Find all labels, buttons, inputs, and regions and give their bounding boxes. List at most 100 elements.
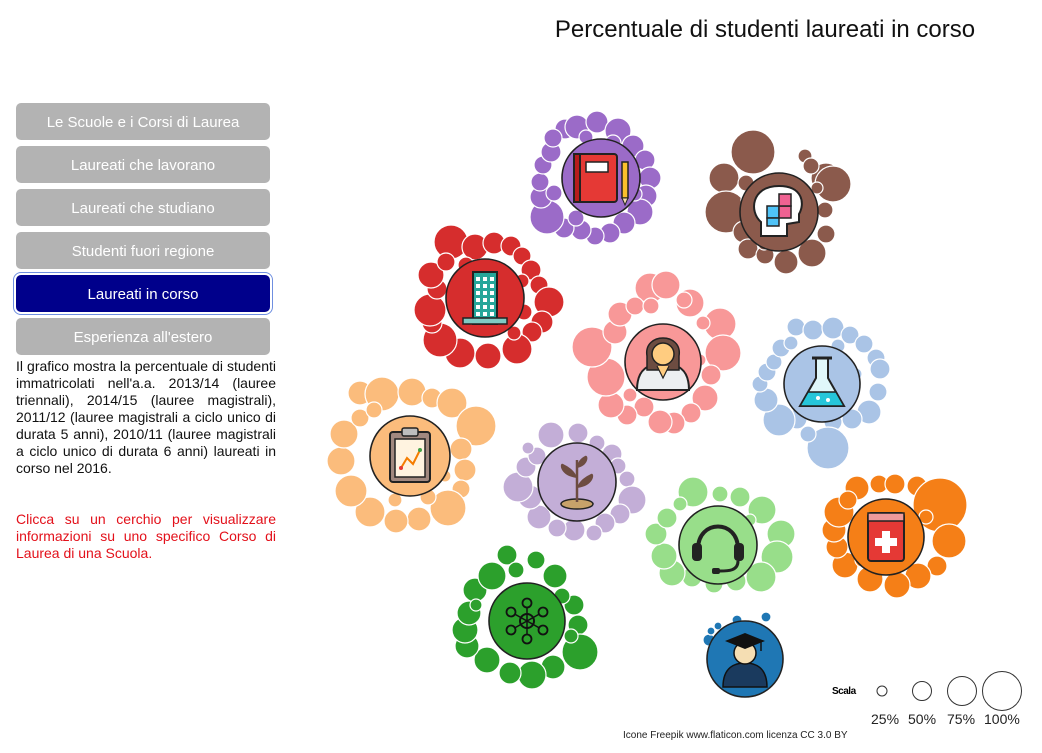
- course-bubble[interactable]: [730, 129, 776, 175]
- course-bubble[interactable]: [810, 181, 824, 195]
- nav-button-fuori-regione[interactable]: Studenti fuori regione: [16, 232, 270, 269]
- course-bubble[interactable]: [802, 157, 820, 175]
- course-bubble[interactable]: [543, 128, 563, 148]
- course-bubble[interactable]: [931, 523, 967, 559]
- course-bubble[interactable]: [816, 224, 836, 244]
- course-bubble[interactable]: [695, 315, 711, 331]
- course-bubble[interactable]: [869, 358, 891, 380]
- course-bubble[interactable]: [563, 628, 579, 644]
- course-bubble[interactable]: [729, 486, 751, 508]
- course-bubble[interactable]: [496, 544, 518, 566]
- course-bubble[interactable]: [762, 403, 796, 437]
- course-bubble[interactable]: [537, 421, 565, 449]
- course-bubble[interactable]: [498, 661, 522, 685]
- course-bubble[interactable]: [521, 321, 543, 343]
- course-bubble[interactable]: [816, 201, 834, 219]
- course-bubble[interactable]: [633, 396, 655, 418]
- course-bubble[interactable]: [644, 522, 668, 546]
- course-bubble[interactable]: [783, 335, 799, 351]
- course-bubble[interactable]: [507, 561, 525, 579]
- clipboard-icon: [389, 427, 431, 483]
- course-bubble[interactable]: [436, 252, 456, 272]
- building-icon: [462, 271, 508, 325]
- course-bubble[interactable]: [397, 377, 427, 407]
- course-bubble[interactable]: [706, 626, 716, 636]
- course-bubble[interactable]: [526, 550, 546, 570]
- course-bubble[interactable]: [506, 325, 522, 341]
- course-bubble[interactable]: [647, 409, 673, 435]
- course-bubble[interactable]: [547, 518, 567, 538]
- course-bubble[interactable]: [517, 660, 547, 690]
- course-bubble[interactable]: [585, 524, 603, 542]
- course-bubble[interactable]: [449, 437, 473, 461]
- course-bubble[interactable]: [542, 563, 568, 589]
- course-bubble[interactable]: [806, 426, 850, 470]
- course-bubble[interactable]: [786, 317, 806, 337]
- chart-description: Il grafico mostra la percentuale di stud…: [16, 358, 276, 476]
- course-bubble[interactable]: [453, 458, 477, 482]
- course-bubble[interactable]: [521, 441, 535, 455]
- course-bubble[interactable]: [884, 473, 906, 495]
- course-bubble[interactable]: [455, 405, 497, 447]
- nav-button-laureati-lavorano[interactable]: Laureati che lavorano: [16, 146, 270, 183]
- nav-button-esperienza-estero[interactable]: Esperienza all'estero: [16, 318, 270, 355]
- course-bubble[interactable]: [713, 621, 723, 631]
- nav-button-scuole-corsi[interactable]: Le Scuole e i Corsi di Laurea: [16, 103, 270, 140]
- course-bubble[interactable]: [413, 293, 447, 327]
- course-bubble[interactable]: [838, 490, 858, 510]
- course-bubble[interactable]: [545, 184, 563, 202]
- course-bubble[interactable]: [477, 561, 507, 591]
- course-bubble[interactable]: [711, 485, 729, 503]
- course-bubble[interactable]: [625, 296, 645, 316]
- course-bubble[interactable]: [571, 326, 613, 368]
- course-bubble[interactable]: [474, 342, 502, 370]
- course-bubble[interactable]: [383, 508, 409, 534]
- course-bubble[interactable]: [700, 364, 722, 386]
- course-bubble[interactable]: [868, 382, 888, 402]
- scale-value-100: 100%: [984, 711, 1020, 727]
- course-bubble[interactable]: [567, 209, 585, 227]
- course-bubble[interactable]: [773, 249, 799, 275]
- nav-button-laureati-in-corso[interactable]: Laureati in corso: [13, 272, 273, 315]
- course-bubble[interactable]: [651, 270, 681, 300]
- course-bubble[interactable]: [334, 474, 368, 508]
- course-bubble[interactable]: [854, 334, 874, 354]
- page-title: Percentuale di studenti laureati in cors…: [554, 16, 976, 43]
- course-bubble[interactable]: [745, 561, 777, 593]
- nav-menu: Le Scuole e i Corsi di Laurea Laureati c…: [13, 103, 273, 361]
- course-bubble[interactable]: [704, 334, 742, 372]
- course-bubble[interactable]: [326, 446, 356, 476]
- course-bubble[interactable]: [642, 297, 660, 315]
- course-bubble[interactable]: [354, 496, 386, 528]
- course-bubble[interactable]: [672, 496, 688, 512]
- course-bubble[interactable]: [329, 419, 359, 449]
- course-bubble[interactable]: [618, 470, 636, 488]
- cluster-purple: [529, 110, 662, 246]
- course-bubble[interactable]: [567, 422, 589, 444]
- course-bubble[interactable]: [473, 646, 501, 674]
- course-bubble[interactable]: [406, 506, 432, 532]
- course-bubble[interactable]: [429, 489, 467, 527]
- book-icon: [573, 153, 629, 207]
- course-bubble[interactable]: [365, 401, 383, 419]
- course-bubble[interactable]: [691, 384, 719, 412]
- course-bubble[interactable]: [802, 319, 824, 341]
- course-bubble[interactable]: [417, 261, 445, 289]
- course-bubble[interactable]: [675, 291, 693, 309]
- nav-button-laureati-studiano[interactable]: Laureati che studiano: [16, 189, 270, 226]
- course-bubble[interactable]: [797, 238, 827, 268]
- course-bubble[interactable]: [656, 507, 678, 529]
- course-bubble[interactable]: [530, 172, 550, 192]
- course-bubble[interactable]: [350, 408, 370, 428]
- course-bubble[interactable]: [622, 387, 638, 403]
- flask-icon: [798, 356, 846, 407]
- course-bubble[interactable]: [799, 425, 817, 443]
- course-bubble[interactable]: [760, 611, 772, 623]
- course-bubble[interactable]: [469, 598, 483, 612]
- course-bubble[interactable]: [436, 387, 468, 419]
- course-bubble[interactable]: [708, 162, 740, 194]
- course-bubble[interactable]: [840, 325, 860, 345]
- course-bubble[interactable]: [680, 402, 702, 424]
- course-bubble[interactable]: [650, 542, 678, 570]
- course-bubble[interactable]: [883, 571, 911, 599]
